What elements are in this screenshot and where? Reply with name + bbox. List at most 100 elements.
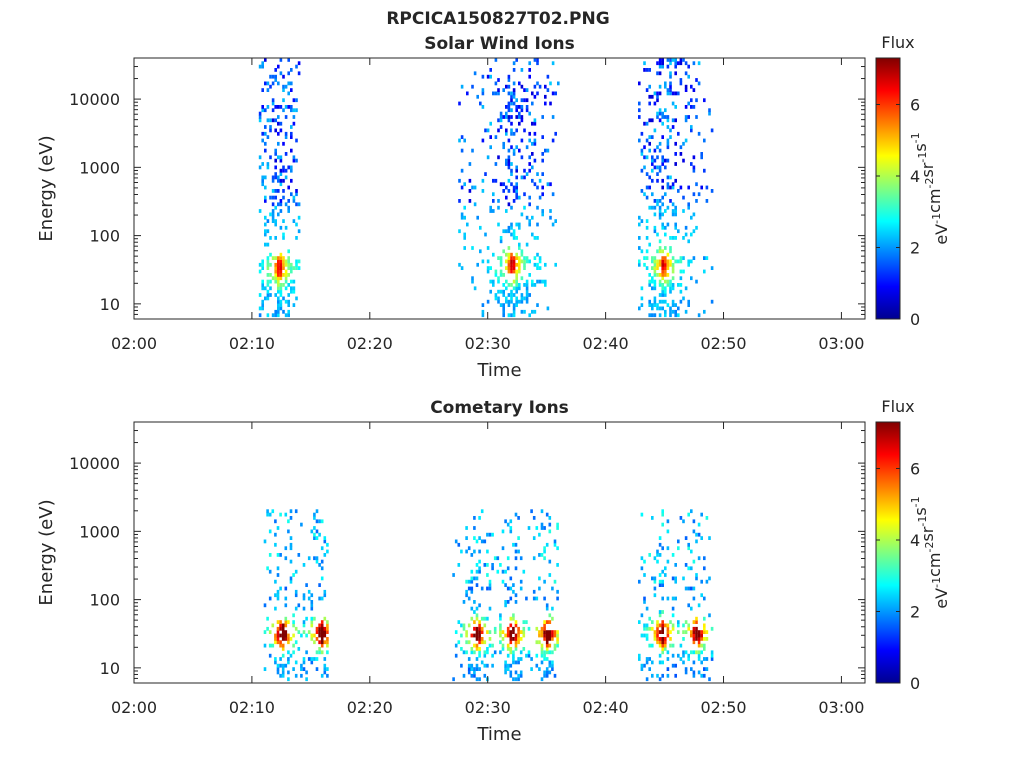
spectrogram-cell xyxy=(263,643,267,648)
spectrogram-cell xyxy=(483,623,487,628)
spectrogram-cell xyxy=(512,101,516,106)
spectrogram-cell xyxy=(282,84,285,89)
spectrogram-cell xyxy=(517,657,520,661)
spectrogram-cell xyxy=(514,670,518,675)
spectrogram-cell xyxy=(476,94,479,99)
spectrogram-cell xyxy=(510,131,513,136)
spectrogram-cell xyxy=(695,620,698,624)
spectrogram-cell xyxy=(492,178,495,183)
spectrogram-cell xyxy=(661,620,664,624)
spectrogram-cell xyxy=(509,630,513,634)
spectrogram-cell xyxy=(460,266,464,270)
spectrogram-cell xyxy=(544,101,547,106)
colorbar-label: eV-1cm-2sr-1s-1 xyxy=(909,132,951,244)
spectrogram-cell xyxy=(480,509,484,514)
spectrogram-cell xyxy=(320,673,324,678)
spectrogram-cell xyxy=(708,108,711,113)
spectrogram-cell xyxy=(475,606,479,611)
spectrogram-cell xyxy=(703,138,706,143)
spectrogram-cell xyxy=(656,61,659,66)
spectrogram-cell xyxy=(705,637,709,641)
spectrogram-cell xyxy=(638,657,641,661)
spectrogram-cell xyxy=(282,108,285,113)
spectrogram-cell xyxy=(264,296,267,301)
spectrogram-cell xyxy=(489,205,492,210)
spectrogram-cell xyxy=(525,242,529,247)
spectrogram-cell xyxy=(471,276,474,281)
spectrogram-cell xyxy=(271,215,275,220)
spectrogram-cell xyxy=(682,653,685,658)
spectrogram-cell xyxy=(708,111,711,116)
spectrogram-cell xyxy=(493,650,497,655)
spectrogram-cell xyxy=(460,549,463,554)
spectrogram-cell xyxy=(507,158,511,163)
spectrogram-cell xyxy=(671,303,675,307)
spectrogram-cell xyxy=(514,542,518,547)
spectrogram-cell xyxy=(658,660,662,665)
spectrogram-cell xyxy=(284,313,288,318)
spectrogram-cell xyxy=(279,586,282,591)
spectrogram-cell xyxy=(661,135,664,139)
spectrogram-cell xyxy=(674,225,677,230)
spectrogram-cell xyxy=(473,620,476,624)
spectrogram-cell xyxy=(261,303,264,307)
spectrogram-cell xyxy=(277,306,280,311)
spectrogram-cell xyxy=(290,178,293,183)
spectrogram-cell xyxy=(684,630,688,634)
spectrogram-cell xyxy=(703,667,706,671)
spectrogram-cell xyxy=(279,252,283,257)
spectrogram-cell xyxy=(515,222,518,227)
spectrogram-cell xyxy=(294,606,298,611)
spectrogram-cell xyxy=(478,620,481,624)
spectrogram-cell xyxy=(661,289,664,294)
spectrogram-cell xyxy=(326,643,329,648)
spectrogram-cell xyxy=(502,293,505,297)
spectrogram-cell xyxy=(505,105,508,109)
spectrogram-cell xyxy=(266,283,270,287)
spectrogram-cell xyxy=(505,162,508,166)
spectrogram-cell xyxy=(484,128,487,133)
spectrogram-cell xyxy=(515,303,518,307)
spectrogram-cell xyxy=(528,259,531,264)
spectrogram-cell xyxy=(656,115,659,119)
spectrogram-cell xyxy=(462,623,466,628)
spectrogram-cell xyxy=(478,667,481,671)
spectrogram-cell xyxy=(475,583,479,587)
spectrogram-cell xyxy=(653,633,657,638)
spectrogram-cell xyxy=(279,58,283,62)
spectrogram-cell xyxy=(543,637,546,641)
spectrogram-cell xyxy=(523,168,526,173)
spectrogram-cell xyxy=(648,148,651,153)
spectrogram-cell xyxy=(666,657,670,661)
spectrogram-cell xyxy=(463,215,466,220)
spectrogram-cell xyxy=(656,232,659,237)
spectrogram-cell xyxy=(263,630,267,634)
spectrogram-cell xyxy=(499,125,503,129)
spectrogram-cell xyxy=(266,266,270,270)
spectrogram-cell xyxy=(266,81,270,86)
spectrogram-cell xyxy=(276,640,280,645)
spectrogram-cell xyxy=(470,606,474,611)
spectrogram-cell xyxy=(510,108,513,113)
spectrogram-cell xyxy=(274,158,277,163)
spectrogram-cell xyxy=(684,563,688,567)
spectrogram-cell xyxy=(289,576,293,581)
spectrogram-cell xyxy=(514,593,518,598)
spectrogram-cell xyxy=(494,135,498,139)
spectrogram-cell xyxy=(671,269,675,274)
spectrogram-cell xyxy=(669,61,672,66)
spectrogram-cell xyxy=(674,58,677,62)
spectrogram-cell xyxy=(645,677,649,682)
spectrogram-cell xyxy=(454,653,458,658)
spectrogram-cell xyxy=(284,616,288,621)
spectrogram-cell xyxy=(292,219,296,223)
spectrogram-cell xyxy=(548,663,552,668)
spectrogram-cell xyxy=(512,653,515,658)
spectrogram-cell xyxy=(287,293,290,297)
spectrogram-cell xyxy=(554,91,557,96)
spectrogram-cell xyxy=(664,256,667,260)
spectrogram-cell xyxy=(658,306,662,311)
spectrogram-cell xyxy=(548,573,552,577)
spectrogram-cell xyxy=(653,199,657,203)
spectrogram-cell xyxy=(512,313,516,318)
